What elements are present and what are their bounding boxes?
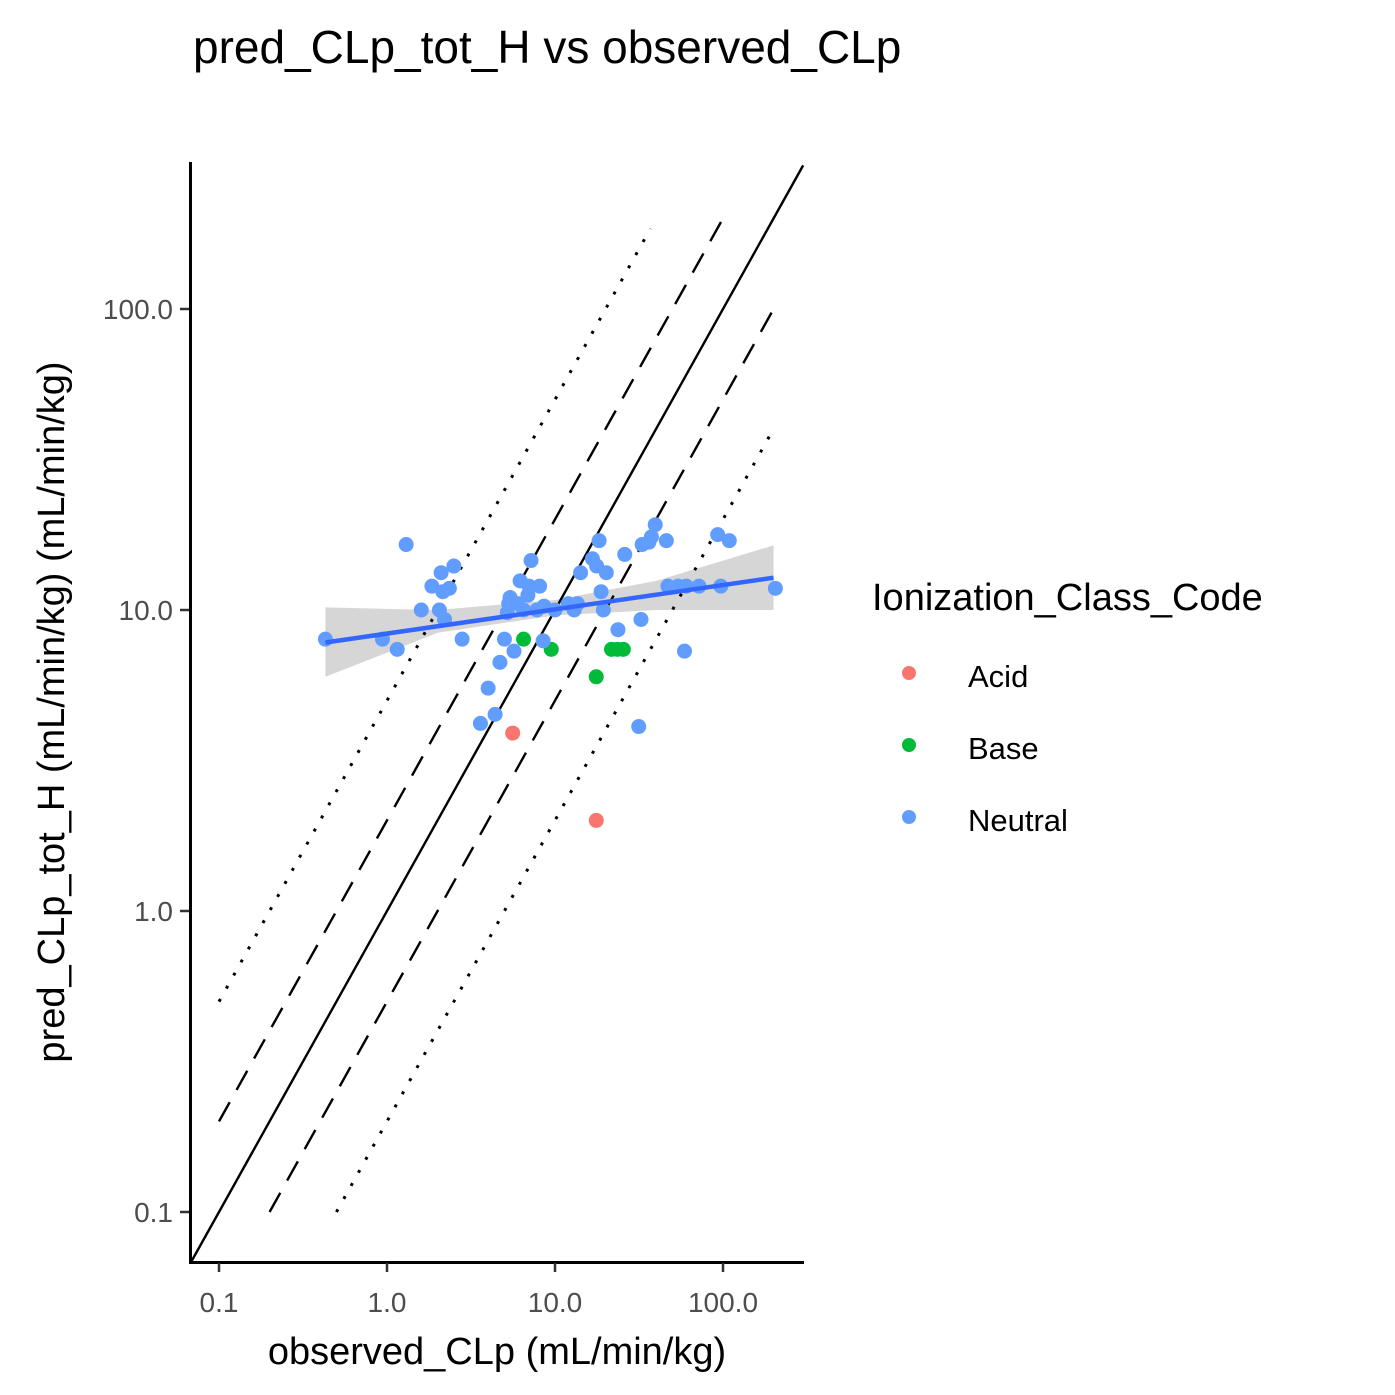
y-axis-title: pred_CLp_tot_H (mL/min/kg) (mL/min/kg)	[31, 361, 73, 1062]
regression-line	[325, 575, 774, 645]
point-neutral-3	[398, 537, 414, 553]
reference-line-5-fold-upper	[217, 227, 652, 1003]
x-axis-title: observed_CLp (mL/min/kg)	[268, 1331, 726, 1373]
point-neutral-26	[521, 578, 537, 594]
point-neutral-16	[492, 654, 508, 670]
plot-panel	[192, 164, 804, 1261]
point-neutral-51	[658, 533, 674, 549]
point-neutral-40	[593, 584, 609, 600]
point-neutral-29	[532, 578, 548, 594]
point-neutral-57	[710, 527, 726, 543]
legend: Ionization_Class_Code Acid Base Neutral	[872, 577, 1263, 838]
point-neutral-13	[472, 715, 488, 731]
point-neutral-21	[506, 643, 522, 659]
point-neutral-0	[317, 631, 333, 647]
point-neutral-42	[598, 565, 614, 581]
point-neutral-15	[487, 706, 503, 722]
point-neutral-45	[631, 719, 647, 735]
chart-title: pred_CLp_tot_H vs observed_CLp	[193, 21, 901, 73]
point-neutral-36	[573, 565, 589, 581]
point-neutral-59	[721, 533, 737, 549]
point-base-2	[588, 669, 604, 685]
reference-line-2-fold-upper	[217, 217, 725, 1122]
point-neutral-27	[523, 553, 539, 569]
point-neutral-14	[480, 680, 496, 696]
legend-key-neutral	[902, 810, 916, 824]
point-neutral-44	[617, 546, 633, 562]
fit-line	[325, 575, 774, 645]
y-tick-label: 1.0	[134, 896, 173, 927]
legend-label-base: Base	[968, 731, 1039, 766]
x-tick-label: 10.0	[528, 1287, 583, 1318]
point-neutral-30	[535, 633, 551, 649]
x-tick-label: 100.0	[688, 1287, 758, 1318]
point-base-5	[615, 641, 631, 657]
y-tick-label: 10.0	[119, 595, 174, 626]
point-neutral-2	[389, 641, 405, 657]
data-points	[317, 517, 783, 828]
reference-line-2-fold-lower	[268, 308, 775, 1213]
point-neutral-49	[643, 529, 659, 545]
point-neutral-50	[647, 517, 663, 533]
point-acid-0	[505, 725, 521, 741]
point-neutral-39	[591, 533, 607, 549]
y-axis-ticks: 0.1 1.0 10.0 100.0	[103, 294, 189, 1228]
x-tick-label: 1.0	[368, 1287, 407, 1318]
point-neutral-10	[441, 580, 457, 596]
point-base-0	[516, 631, 532, 647]
legend-title: Ionization_Class_Code	[872, 577, 1263, 619]
x-tick-label: 0.1	[200, 1287, 239, 1318]
point-neutral-17	[496, 631, 512, 647]
legend-label-acid: Acid	[968, 659, 1028, 694]
x-axis-ticks: 0.1 1.0 10.0 100.0	[200, 1263, 758, 1318]
point-acid-1	[588, 812, 604, 828]
legend-label-neutral: Neutral	[968, 803, 1068, 838]
point-neutral-60	[767, 580, 783, 596]
point-neutral-12	[454, 631, 470, 647]
point-neutral-11	[446, 558, 462, 574]
point-neutral-4	[413, 602, 429, 618]
legend-key-base	[902, 738, 916, 752]
point-neutral-41	[595, 602, 611, 618]
point-neutral-54	[677, 643, 693, 659]
point-neutral-43	[610, 622, 626, 638]
point-neutral-7	[433, 565, 449, 581]
y-tick-label: 100.0	[103, 294, 173, 325]
y-tick-label: 0.1	[134, 1197, 173, 1228]
legend-key-acid	[902, 666, 916, 680]
point-neutral-46	[633, 611, 649, 627]
